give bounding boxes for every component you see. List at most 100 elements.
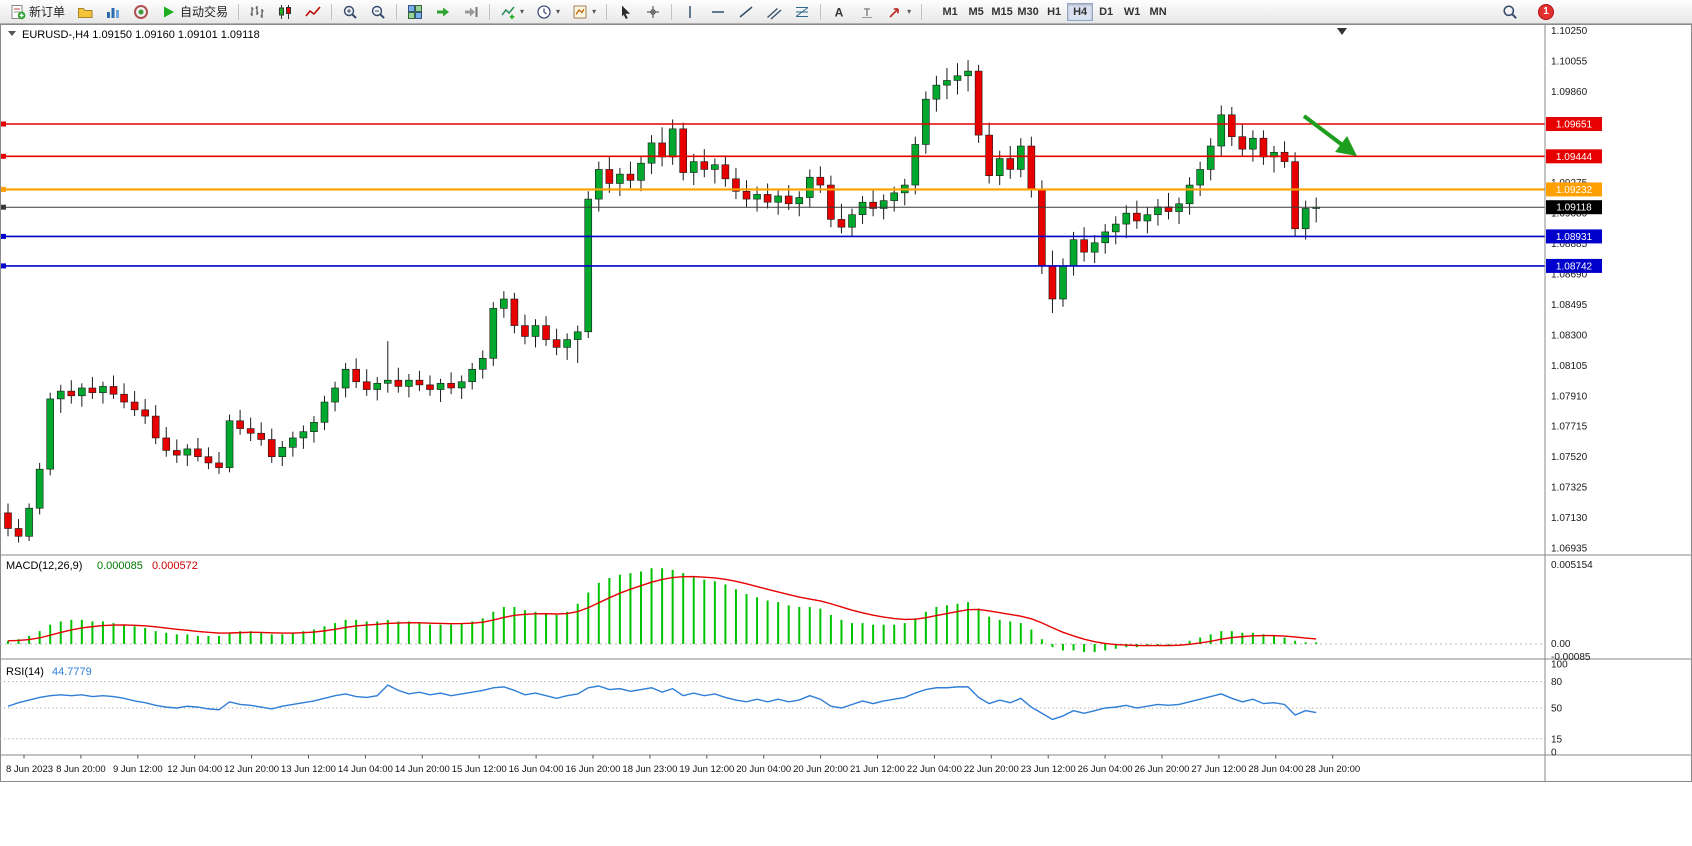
- rsi-axis-label: 100: [1551, 660, 1568, 671]
- profiles-icon: [78, 7, 93, 18]
- navigator-button[interactable]: [128, 2, 154, 22]
- hline-anchor[interactable]: [1, 153, 6, 159]
- line-chart-button[interactable]: [300, 2, 326, 22]
- bull-candle: [1206, 145, 1215, 170]
- search-button[interactable]: [1497, 2, 1523, 22]
- vertical-line-tool-button[interactable]: [677, 2, 703, 22]
- bull-candle: [1101, 231, 1109, 244]
- arrows-tool-button[interactable]: ▾: [882, 2, 916, 22]
- bear-candle: [4, 512, 12, 529]
- time-label: 26 Jun 04:00: [1078, 764, 1133, 775]
- indicators-button[interactable]: ▾: [495, 2, 529, 22]
- hline-anchor[interactable]: [1, 263, 6, 269]
- new-order-button[interactable]: 新订单: [5, 2, 70, 22]
- candlestick-chart-button[interactable]: [272, 2, 298, 22]
- hline-anchor[interactable]: [1, 121, 6, 127]
- rsi-pane[interactable]: RSI(14) 44.7779 100 80 50 15 0: [0, 660, 1568, 759]
- zoom-out-button[interactable]: [365, 2, 391, 22]
- time-label: 16 Jun 20:00: [566, 764, 621, 775]
- bull-candle: [922, 98, 930, 145]
- trendline-tool-button[interactable]: [733, 2, 759, 22]
- macd-axis-label: 0.00: [1551, 639, 1571, 650]
- macd-pane[interactable]: MACD(12,26,9) 0.000085 0.000572 0.005154 0.0…: [0, 560, 1593, 663]
- bear-candle: [721, 164, 730, 180]
- toolbar-separator: [671, 3, 673, 20]
- market-watch-button[interactable]: [100, 2, 126, 22]
- bear-candle: [1238, 136, 1247, 150]
- macd-axis-label: 0.005154: [1551, 560, 1593, 571]
- timeframe-m15[interactable]: M15: [989, 3, 1015, 21]
- bear-candle: [394, 379, 403, 387]
- time-label: 12 Jun 04:00: [167, 764, 222, 775]
- timeframe-w1[interactable]: W1: [1119, 3, 1145, 21]
- bear-candle: [194, 448, 202, 457]
- bear-candle: [1027, 145, 1036, 191]
- bar-chart-button[interactable]: [244, 2, 270, 22]
- rsi-axis-label: 80: [1551, 677, 1563, 688]
- bear-candle: [700, 161, 709, 170]
- timeframe-mn[interactable]: MN: [1145, 3, 1171, 21]
- hline-anchor[interactable]: [1, 186, 6, 192]
- text-label-icon: T: [862, 7, 873, 19]
- tile-windows-button[interactable]: [402, 2, 428, 22]
- timeframe-m1[interactable]: M1: [937, 3, 963, 21]
- cursor-tool-button[interactable]: [612, 2, 638, 22]
- time-label: 9 Jun 12:00: [113, 764, 163, 775]
- timeframe-group: M1 M5 M15 M30 H1 H4 D1 W1 MN: [937, 2, 1171, 21]
- trend-arrow-annotation[interactable]: [1302, 114, 1357, 157]
- toolbar-separator: [606, 3, 608, 20]
- autotrading-button[interactable]: 自动交易: [156, 2, 233, 22]
- time-label: 28 Jun 20:00: [1305, 764, 1360, 775]
- ohlc-expander-icon[interactable]: [8, 31, 16, 36]
- fibonacci-tool-button[interactable]: [789, 2, 815, 22]
- auto-scroll-button[interactable]: [430, 2, 456, 22]
- price-badge-label: 1.08931: [1556, 232, 1593, 243]
- bull-candle: [331, 387, 339, 403]
- periods-button[interactable]: ▾: [531, 2, 565, 22]
- text-tool-button[interactable]: A: [826, 2, 852, 22]
- hline-anchor[interactable]: [1, 204, 6, 210]
- chart-shift-button[interactable]: [458, 2, 484, 22]
- bear-candle: [1228, 114, 1236, 137]
- price-badge-label: 1.09118: [1556, 203, 1592, 214]
- svg-text:T: T: [864, 7, 871, 19]
- bear-candle: [763, 194, 772, 203]
- profiles-button[interactable]: [72, 2, 98, 22]
- toolbar-separator: [921, 3, 923, 20]
- timeframe-h4[interactable]: H4: [1067, 2, 1094, 21]
- channel-tool-button[interactable]: [761, 2, 787, 22]
- hline-anchor[interactable]: [1, 233, 6, 239]
- timeframe-m30[interactable]: M30: [1015, 3, 1041, 21]
- text-icon: A: [835, 5, 844, 19]
- text-label-tool-button[interactable]: T: [854, 2, 880, 22]
- zoom-in-button[interactable]: [337, 2, 363, 22]
- time-label: 14 Jun 20:00: [395, 764, 450, 775]
- bull-candle: [25, 507, 33, 537]
- chevron-down-icon: ▾: [520, 7, 525, 16]
- bull-candle: [1090, 242, 1099, 253]
- timeframe-h1[interactable]: H1: [1041, 3, 1067, 21]
- chevron-down-icon: ▾: [556, 7, 561, 16]
- bear-candle: [837, 219, 846, 228]
- bull-candle: [289, 437, 297, 448]
- bear-candle: [552, 339, 561, 348]
- notifications-button[interactable]: 1: [1533, 2, 1559, 22]
- bear-candle: [1080, 239, 1088, 253]
- bull-candle: [953, 75, 962, 81]
- bull-candle: [225, 420, 234, 468]
- bear-candle: [1038, 189, 1046, 267]
- time-axis[interactable]: 8 Jun 2023 8 Jun 20:00 9 Jun 12:00 12 Jun 0…: [6, 755, 1360, 775]
- price-chart[interactable]: 1.102501.100551.098601.092751.090801.088…: [0, 24, 1692, 782]
- horizontal-line-tool-button[interactable]: [705, 2, 731, 22]
- bear-candle: [784, 195, 793, 205]
- bull-candle: [183, 448, 192, 456]
- bull-candle: [278, 447, 287, 457]
- rsi-value: 44.7779: [52, 666, 92, 678]
- crosshair-tool-button[interactable]: [640, 2, 666, 22]
- timeframe-m5[interactable]: M5: [963, 3, 989, 21]
- chart-shift-marker[interactable]: [1337, 28, 1347, 35]
- timeframe-d1[interactable]: D1: [1093, 3, 1119, 21]
- bull-candle: [405, 379, 413, 387]
- chart-window[interactable]: 1.102501.100551.098601.092751.090801.088…: [0, 24, 1692, 782]
- templates-button[interactable]: ▾: [567, 2, 601, 22]
